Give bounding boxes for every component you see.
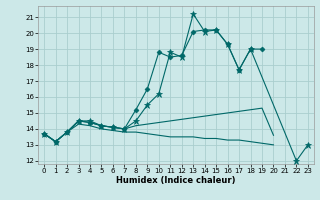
X-axis label: Humidex (Indice chaleur): Humidex (Indice chaleur)	[116, 176, 236, 185]
